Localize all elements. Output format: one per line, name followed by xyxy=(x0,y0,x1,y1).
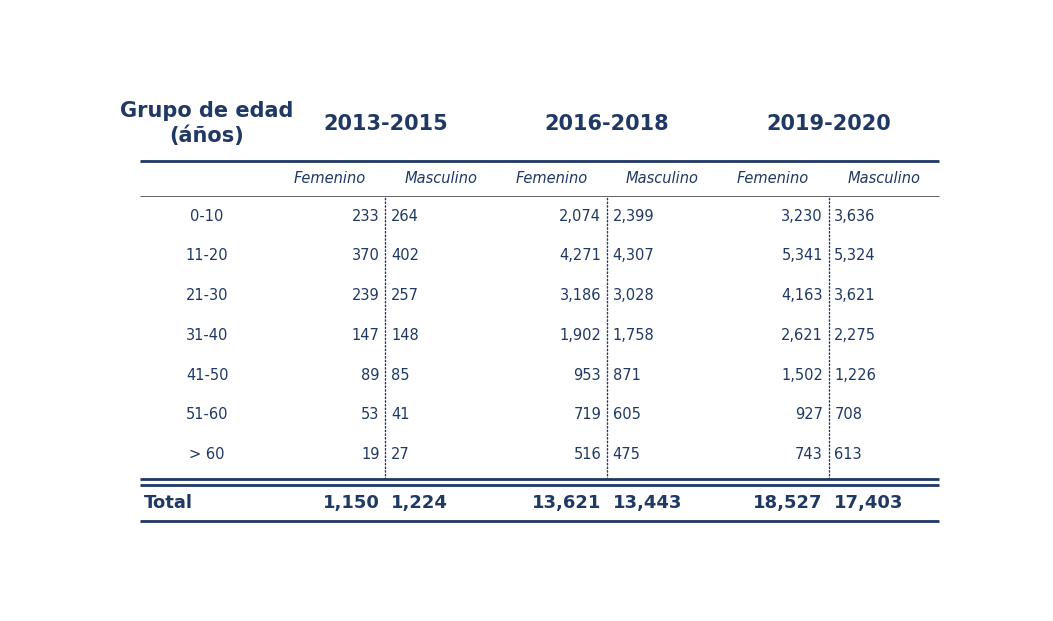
Text: 21-30: 21-30 xyxy=(186,288,229,303)
Text: 13,443: 13,443 xyxy=(613,494,682,512)
Text: 475: 475 xyxy=(613,447,640,462)
Text: 871: 871 xyxy=(613,368,640,383)
Text: 85: 85 xyxy=(391,368,410,383)
Text: 2016-2018: 2016-2018 xyxy=(544,114,670,134)
Text: 1,758: 1,758 xyxy=(613,328,654,343)
Text: Masculino: Masculino xyxy=(404,171,477,186)
Text: Grupo de edad
(áños): Grupo de edad (áños) xyxy=(120,101,294,147)
Text: 257: 257 xyxy=(391,288,419,303)
Text: Femenino: Femenino xyxy=(294,171,366,186)
Text: 239: 239 xyxy=(352,288,379,303)
Text: 1,902: 1,902 xyxy=(559,328,601,343)
Text: 605: 605 xyxy=(613,407,640,422)
Text: 89: 89 xyxy=(361,368,379,383)
Text: Femenino: Femenino xyxy=(515,171,588,186)
Text: 41-50: 41-50 xyxy=(186,368,229,383)
Text: 402: 402 xyxy=(391,248,419,263)
Text: 1,150: 1,150 xyxy=(322,494,379,512)
Text: 18,527: 18,527 xyxy=(753,494,822,512)
Text: 3,028: 3,028 xyxy=(613,288,654,303)
Text: 953: 953 xyxy=(574,368,601,383)
Text: 708: 708 xyxy=(834,407,862,422)
Text: 147: 147 xyxy=(352,328,379,343)
Text: 4,271: 4,271 xyxy=(559,248,601,263)
Text: 148: 148 xyxy=(391,328,419,343)
Text: Masculino: Masculino xyxy=(848,171,920,186)
Text: Femenino: Femenino xyxy=(737,171,810,186)
Text: 1,226: 1,226 xyxy=(834,368,876,383)
Text: 13,621: 13,621 xyxy=(532,494,601,512)
Text: 3,621: 3,621 xyxy=(834,288,876,303)
Text: 719: 719 xyxy=(573,407,601,422)
Text: 5,324: 5,324 xyxy=(834,248,876,263)
Text: 53: 53 xyxy=(361,407,379,422)
Text: 31-40: 31-40 xyxy=(186,328,229,343)
Text: 17,403: 17,403 xyxy=(834,494,903,512)
Text: 264: 264 xyxy=(391,209,419,224)
Text: 19: 19 xyxy=(361,447,379,462)
Text: 4,163: 4,163 xyxy=(781,288,822,303)
Text: Total: Total xyxy=(144,494,193,512)
Text: 3,230: 3,230 xyxy=(781,209,822,224)
Text: 1,502: 1,502 xyxy=(781,368,822,383)
Text: 3,636: 3,636 xyxy=(834,209,876,224)
Text: 51-60: 51-60 xyxy=(186,407,229,422)
Text: 27: 27 xyxy=(391,447,410,462)
Text: 927: 927 xyxy=(795,407,822,422)
Text: 2019-2020: 2019-2020 xyxy=(767,114,891,134)
Text: 11-20: 11-20 xyxy=(185,248,229,263)
Text: 2,399: 2,399 xyxy=(613,209,654,224)
Text: 233: 233 xyxy=(352,209,379,224)
Text: 2,275: 2,275 xyxy=(834,328,876,343)
Text: 1,224: 1,224 xyxy=(391,494,448,512)
Text: 2,074: 2,074 xyxy=(559,209,601,224)
Text: 743: 743 xyxy=(795,447,822,462)
Text: 2,621: 2,621 xyxy=(781,328,822,343)
Text: 4,307: 4,307 xyxy=(613,248,654,263)
Text: 370: 370 xyxy=(352,248,379,263)
Text: 516: 516 xyxy=(574,447,601,462)
Text: 0-10: 0-10 xyxy=(191,209,224,224)
Text: 613: 613 xyxy=(834,447,862,462)
Text: 2013-2015: 2013-2015 xyxy=(323,114,448,134)
Text: 41: 41 xyxy=(391,407,410,422)
Text: 3,186: 3,186 xyxy=(560,288,601,303)
Text: > 60: > 60 xyxy=(190,447,225,462)
Text: Masculino: Masculino xyxy=(625,171,699,186)
Text: 5,341: 5,341 xyxy=(781,248,822,263)
